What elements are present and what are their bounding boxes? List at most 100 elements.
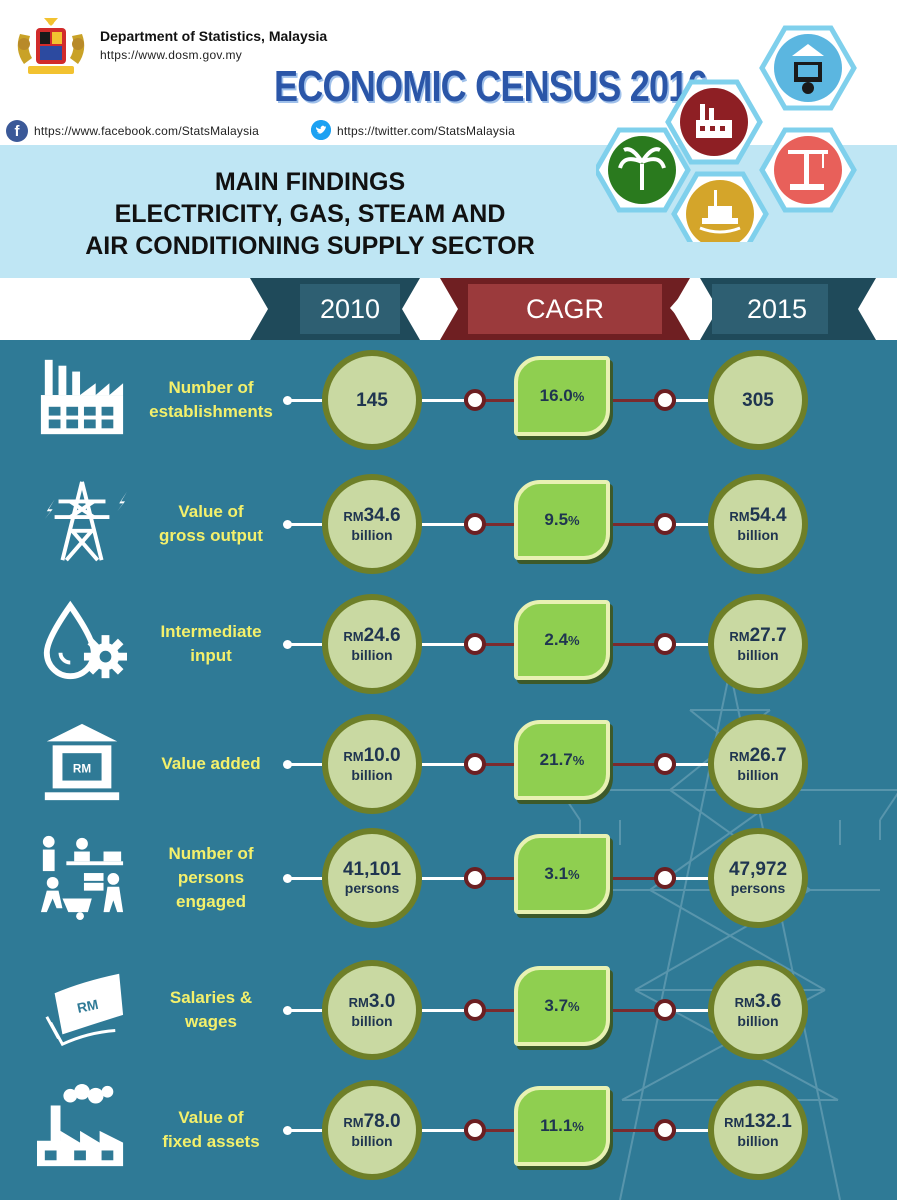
value-2010-circle-number: 34.6	[363, 504, 401, 526]
column-2015-label: 2015	[746, 294, 808, 324]
cagr-value: 16.0	[539, 386, 573, 405]
value-2010-circle-value: RM78.0	[343, 1111, 400, 1133]
cagr-badge: 21.7%	[514, 720, 610, 800]
value-2015-circle-number: 26.7	[749, 744, 787, 766]
department-website[interactable]: https://www.dosm.gov.my	[100, 48, 243, 62]
value-2015-circle-value: 47,972	[729, 859, 787, 880]
value-2010-circle-number: 78.0	[363, 1110, 401, 1132]
value-2010-circle: RM3.0 billion	[322, 960, 422, 1060]
coat-of-arms-icon	[17, 18, 85, 74]
connector-dot	[283, 1126, 292, 1135]
value-2015-circle-unit: billion	[737, 1132, 779, 1149]
value-2010-circle-unit: billion	[351, 1012, 393, 1029]
metric-label-line: wages	[185, 1012, 237, 1031]
finding-row: RM Value added RM10.0 billion RM26.7 billion…	[0, 704, 897, 828]
currency-prefix: RM	[729, 628, 750, 644]
connector-line	[422, 399, 464, 402]
cagr-badge: 16.0%	[514, 356, 610, 436]
connector-line	[676, 763, 708, 766]
value-2010-circle-unit: billion	[351, 766, 393, 783]
value-2015-circle-number: 47,972	[728, 859, 788, 880]
finding-row: Value of fixed assets RM78.0 billion RM132.1…	[0, 1070, 897, 1194]
facebook-icon[interactable]: f	[6, 120, 28, 142]
value-2015-circle-value: RM132.1	[724, 1111, 792, 1133]
connector-line	[422, 1129, 464, 1132]
connector-line	[676, 399, 708, 402]
twitter-icon[interactable]	[311, 120, 331, 140]
svg-text:RM: RM	[73, 763, 91, 776]
value-2015-circle-unit: billion	[737, 1012, 779, 1029]
connector-line	[422, 763, 464, 766]
connector-ring	[464, 999, 486, 1021]
cagr-badge: 2.4%	[514, 600, 610, 680]
value-2015-circle: 47,972 persons	[708, 828, 808, 928]
percent-sign: %	[568, 512, 580, 528]
value-2010-circle-value: RM34.6	[343, 505, 400, 527]
cagr-value: 21.7	[539, 750, 573, 769]
findings-panel: Number of establishments 145 305 16.0% Value…	[0, 340, 897, 1200]
connector-line	[286, 877, 322, 880]
connector-dot	[283, 1006, 292, 1015]
value-2015-circle-number: 27.7	[749, 624, 787, 646]
connector-line	[422, 643, 464, 646]
ribbon-shapes	[250, 278, 876, 340]
connector-dot	[283, 396, 292, 405]
currency-prefix: RM	[343, 508, 364, 524]
finding-row: Value of gross output RM34.6 billion RM54.4 b…	[0, 464, 897, 588]
percent-sign: %	[572, 752, 585, 768]
connector-ring	[464, 633, 486, 655]
value-2015-circle-unit: billion	[737, 526, 779, 543]
bank-icon: RM	[44, 723, 120, 801]
connector-line	[286, 523, 322, 526]
connector-ring	[464, 1119, 486, 1141]
cagr-value: 2.4	[544, 630, 569, 649]
metric-label: Value added	[142, 752, 280, 776]
svg-text:RM: RM	[76, 997, 100, 1016]
value-2015-circle-value: RM26.7	[729, 745, 786, 767]
currency-prefix: RM	[724, 1114, 745, 1130]
column-cagr: CAGR	[468, 278, 662, 340]
value-2010-circle-number: 41,101	[342, 859, 402, 880]
value-2015-circle: RM26.7 billion	[708, 714, 808, 814]
value-2010-circle-value: RM3.0	[349, 991, 396, 1013]
currency-prefix: RM	[343, 748, 364, 764]
drop-gear-icon	[43, 600, 127, 680]
finding-row: Intermediate input RM24.6 billion RM27.7 bill…	[0, 584, 897, 708]
connector-line	[286, 763, 322, 766]
value-2015-circle-number: 3.6	[754, 990, 782, 1012]
percent-sign: %	[568, 998, 580, 1014]
connector-line	[422, 1009, 464, 1012]
value-2010-circle-unit: billion	[351, 526, 393, 543]
metric-label: Value of fixed assets	[142, 1106, 280, 1154]
services-hex-icon	[759, 25, 857, 111]
cagr-value: 3.1	[544, 864, 569, 883]
connector-ring	[654, 1119, 676, 1141]
value-2015-circle: 305	[708, 350, 808, 450]
value-2010-circle-unit: persons	[344, 880, 400, 896]
metric-label-line: Number of	[168, 844, 254, 863]
connector-line	[422, 877, 464, 880]
value-2010-circle-number: 24.6	[363, 624, 401, 646]
connector-line	[286, 399, 322, 402]
value-2010-circle-value: 145	[356, 390, 388, 411]
column-cagr-label: CAGR	[525, 294, 604, 324]
facebook-link[interactable]: https://www.facebook.com/StatsMalaysia	[34, 124, 260, 138]
title-line-1: MAIN FINDINGS	[214, 168, 406, 196]
connector-ring	[654, 389, 676, 411]
connector-dot	[283, 520, 292, 529]
sector-hexagons	[596, 25, 857, 242]
value-2010-circle-unit: billion	[351, 1132, 393, 1149]
value-2015-circle-number: 132.1	[744, 1110, 792, 1132]
metric-label-line: persons	[177, 868, 245, 887]
currency-prefix: RM	[734, 994, 755, 1010]
value-2010-circle: RM34.6 billion	[322, 474, 422, 574]
value-2015-circle: RM3.6 billion	[708, 960, 808, 1060]
value-2010-circle: 41,101 persons	[322, 828, 422, 928]
metric-label: Number of persons engaged	[142, 842, 280, 914]
value-2015-circle-unit: persons	[730, 880, 786, 896]
value-2010-circle-number: 145	[356, 389, 388, 411]
twitter-link[interactable]: https://twitter.com/StatsMalaysia	[337, 124, 515, 138]
connector-ring	[464, 389, 486, 411]
cagr-badge: 11.1%	[514, 1086, 610, 1166]
title-line-2: ELECTRICITY, GAS, STEAM AND	[114, 200, 506, 228]
